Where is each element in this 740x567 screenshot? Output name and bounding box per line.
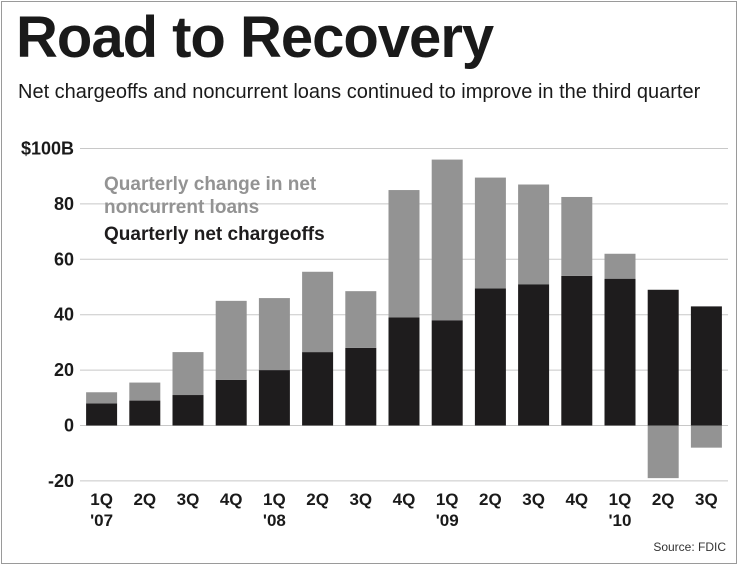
bar-net-chargeoffs xyxy=(604,278,636,426)
bar-noncurrent-change xyxy=(604,253,636,279)
x-tick-label: 4Q xyxy=(565,490,588,509)
x-tick-label: 1Q xyxy=(609,490,632,509)
y-tick-label: $100B xyxy=(21,139,74,159)
bar-noncurrent-change xyxy=(690,425,722,448)
bar-noncurrent-change xyxy=(215,300,247,380)
x-tick-label: 2Q xyxy=(652,490,675,509)
x-tick-label: 2Q xyxy=(133,490,156,509)
bar-net-chargeoffs xyxy=(388,317,420,426)
x-tick-label: 2Q xyxy=(479,490,502,509)
bar-net-chargeoffs xyxy=(561,275,593,426)
legend-label-noncurrent: Quarterly change in net xyxy=(104,174,317,195)
x-tick-label: 1Q xyxy=(90,490,113,509)
bar-net-chargeoffs xyxy=(690,306,722,426)
x-tick-label: '07 xyxy=(90,511,113,530)
x-tick-label: 4Q xyxy=(393,490,416,509)
bar-noncurrent-change xyxy=(518,184,550,285)
bar-noncurrent-change xyxy=(172,352,204,396)
bar-noncurrent-change xyxy=(302,271,334,353)
bar-net-chargeoffs xyxy=(215,379,247,426)
bar-net-chargeoffs xyxy=(172,395,204,426)
bar-noncurrent-change xyxy=(474,177,506,289)
bar-net-chargeoffs xyxy=(302,352,334,426)
bar-net-chargeoffs xyxy=(647,289,679,426)
x-tick-label: '09 xyxy=(436,511,459,530)
x-tick-label: 2Q xyxy=(306,490,329,509)
y-tick-label: 60 xyxy=(54,249,74,269)
x-tick-label: 3Q xyxy=(695,490,718,509)
legend-label-chargeoffs: Quarterly net chargeoffs xyxy=(104,224,325,245)
bar-noncurrent-change xyxy=(561,196,593,276)
x-tick-label: 1Q xyxy=(263,490,286,509)
bar-noncurrent-change xyxy=(129,382,161,401)
chart-subtitle: Net chargeoffs and noncurrent loans cont… xyxy=(18,81,701,103)
bar-noncurrent-change xyxy=(86,392,118,404)
x-tick-label: 1Q xyxy=(436,490,459,509)
bars xyxy=(86,159,722,479)
bar-net-chargeoffs xyxy=(345,347,377,426)
legend-label-noncurrent: noncurrent loans xyxy=(104,197,259,218)
source-note: Source: FDIC xyxy=(653,540,726,554)
x-tick-label: '10 xyxy=(609,511,632,530)
bar-noncurrent-change xyxy=(431,159,463,321)
bar-net-chargeoffs xyxy=(258,370,290,426)
x-axis: 1Q '07 2Q 3Q 4Q 1Q '08 2Q 3Q 4Q 1Q '09 2Q 3Q 4Q 1Q '10 2Q… xyxy=(90,490,718,530)
bar-net-chargeoffs xyxy=(86,403,118,426)
x-tick-label: 3Q xyxy=(349,490,372,509)
bar-net-chargeoffs xyxy=(518,284,550,426)
y-tick-label: 40 xyxy=(54,305,74,325)
y-tick-label: 20 xyxy=(54,360,74,380)
y-axis: -20 0 20 40 60 80 $100B xyxy=(21,139,74,491)
y-tick-label: -20 xyxy=(48,471,74,491)
bar-noncurrent-change xyxy=(388,190,420,318)
y-tick-label: 0 xyxy=(64,416,74,436)
bar-noncurrent-change xyxy=(647,425,679,479)
x-tick-label: '08 xyxy=(263,511,286,530)
x-tick-label: 4Q xyxy=(220,490,243,509)
bar-net-chargeoffs xyxy=(431,320,463,426)
bar-noncurrent-change xyxy=(345,291,377,348)
x-tick-label: 3Q xyxy=(177,490,200,509)
chart-title: Road to Recovery xyxy=(16,5,494,70)
bar-noncurrent-change xyxy=(258,298,290,371)
x-tick-label: 3Q xyxy=(522,490,545,509)
y-tick-label: 80 xyxy=(54,194,74,214)
bar-net-chargeoffs xyxy=(129,400,161,426)
bar-net-chargeoffs xyxy=(474,288,506,426)
